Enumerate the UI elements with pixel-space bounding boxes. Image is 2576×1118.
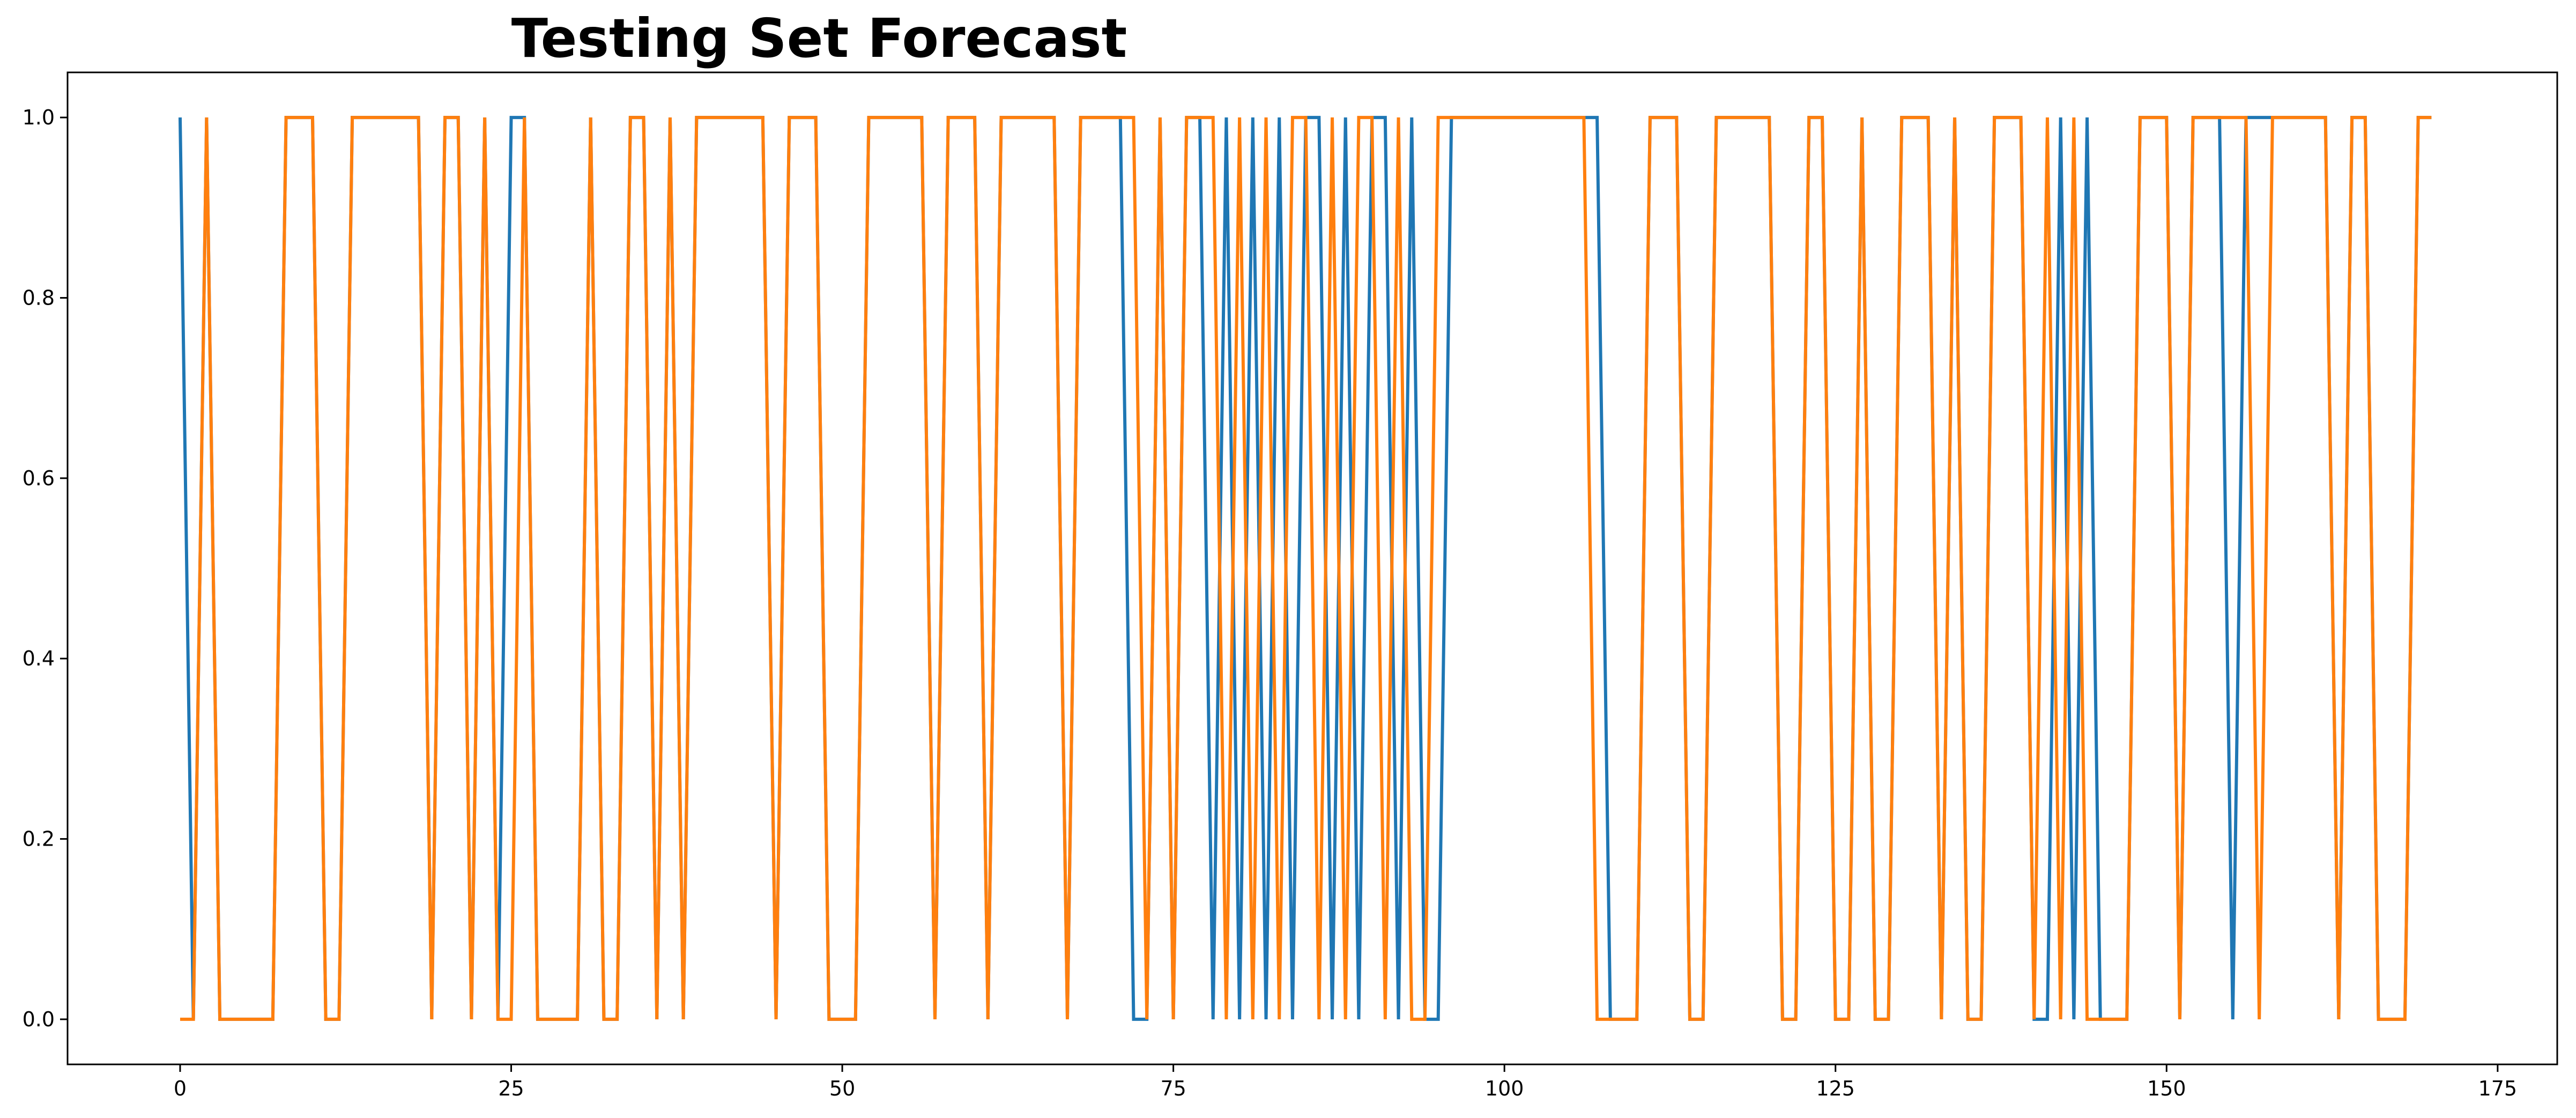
x-tick-label: 125 [1816, 1077, 1855, 1100]
y-tick-label: 1.0 [23, 106, 55, 129]
x-tick-label: 150 [2147, 1077, 2186, 1100]
chart-title: Testing Set Forecast [511, 7, 1127, 70]
x-tick-label: 100 [1485, 1077, 1524, 1100]
series-line-2 [180, 116, 2432, 1021]
x-tick-label: 0 [174, 1077, 187, 1100]
x-axis: 0 25 50 75 100 125 150 175 [174, 1064, 2517, 1100]
x-tick-label: 175 [2478, 1077, 2518, 1100]
y-tick-label: 0.6 [23, 467, 55, 490]
y-tick-label: 0.2 [23, 827, 55, 851]
plot-lines [178, 116, 2432, 1021]
plot-frame [66, 71, 2558, 1065]
y-tick-label: 0.8 [23, 286, 55, 309]
y-tick-label: 0.4 [23, 647, 55, 670]
x-tick-label: 25 [498, 1077, 524, 1100]
x-tick-label: 75 [1160, 1077, 1186, 1100]
x-tick-label: 50 [829, 1077, 855, 1100]
y-axis: 0.0 0.2 0.4 0.6 0.8 1.0 [23, 106, 68, 1031]
y-tick-label: 0.0 [23, 1008, 55, 1031]
